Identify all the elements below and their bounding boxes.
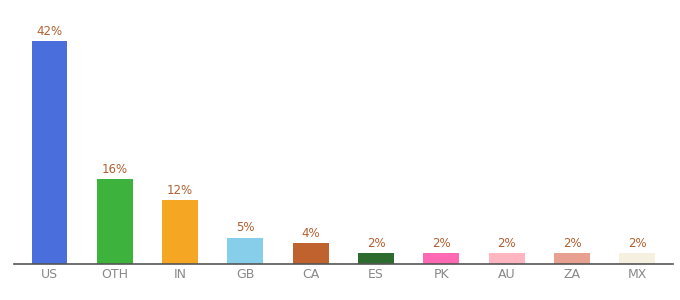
Bar [358, 254, 394, 264]
Text: 2%: 2% [432, 237, 451, 250]
Text: 12%: 12% [167, 184, 193, 197]
Bar [489, 254, 525, 264]
Text: 2%: 2% [497, 237, 516, 250]
Bar [554, 254, 590, 264]
Bar [619, 254, 656, 264]
Bar [31, 41, 67, 264]
Bar [228, 238, 263, 264]
Bar [97, 179, 133, 264]
Text: 5%: 5% [236, 221, 255, 234]
Text: 42%: 42% [37, 25, 63, 38]
Text: 16%: 16% [102, 163, 128, 176]
Text: 2%: 2% [367, 237, 386, 250]
Text: 2%: 2% [562, 237, 581, 250]
Bar [293, 243, 328, 264]
Text: 2%: 2% [628, 237, 647, 250]
Text: 4%: 4% [301, 226, 320, 240]
Bar [424, 254, 459, 264]
Bar [162, 200, 198, 264]
